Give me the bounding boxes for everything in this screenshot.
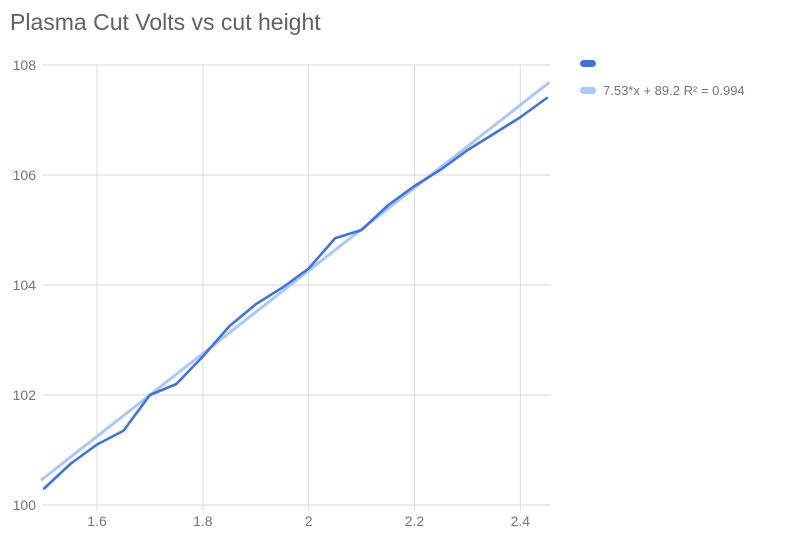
trendline (40, 81, 550, 481)
legend-entry-series (580, 57, 745, 70)
y-tick-label: 106 (13, 167, 37, 183)
x-tick-label: 1.6 (87, 513, 107, 529)
x-tick-label: 2.4 (511, 513, 531, 529)
x-tick-label: 2.2 (405, 513, 425, 529)
legend: 7.53*x + 89.2 R² = 0.994 (580, 57, 745, 111)
y-tick-label: 100 (13, 497, 37, 513)
y-tick-label: 108 (13, 57, 37, 73)
legend-entry-trendline: 7.53*x + 89.2 R² = 0.994 (580, 83, 745, 98)
trendline-legend-label: 7.53*x + 89.2 R² = 0.994 (603, 83, 745, 98)
trendline-swatch (580, 87, 596, 94)
chart-title: Plasma Cut Volts vs cut height (10, 9, 321, 35)
series-line (42, 96, 549, 490)
y-tick-label: 102 (13, 387, 37, 403)
x-tick-label: 2 (305, 513, 313, 529)
series-swatch (580, 60, 596, 67)
y-tick-label: 104 (13, 277, 37, 293)
x-tick-label: 1.8 (193, 513, 213, 529)
